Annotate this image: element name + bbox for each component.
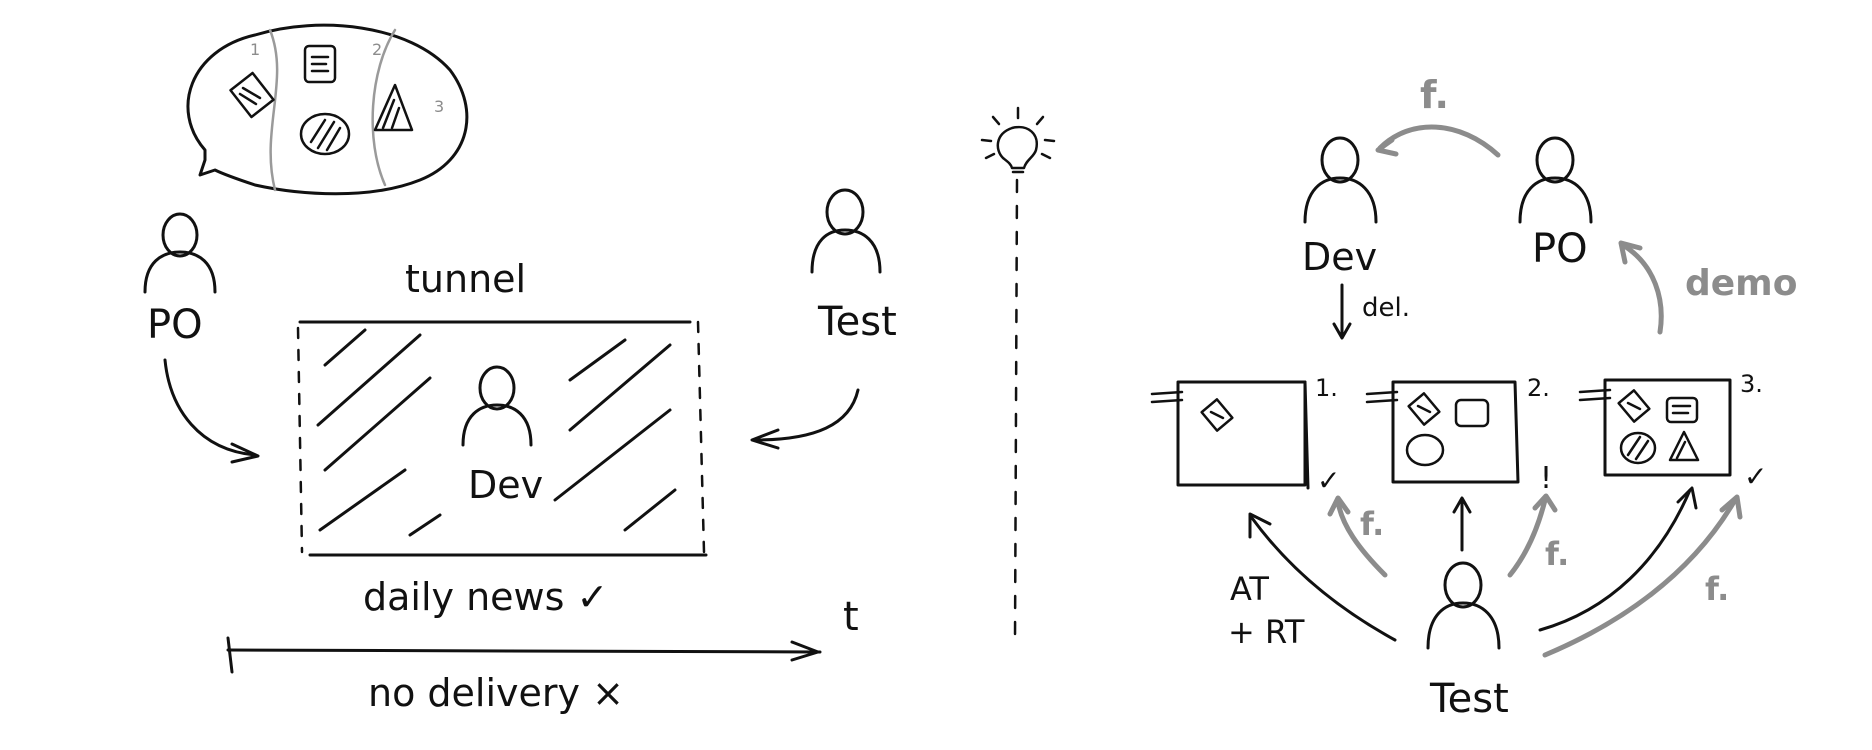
no-delivery-label: no delivery × — [368, 671, 624, 715]
bubble-hatched-circle-icon — [299, 112, 351, 156]
increment-3-document-icon — [1665, 396, 1699, 424]
top-feedback-label: f. — [1420, 73, 1449, 117]
increment-2-circle-icon — [1405, 433, 1445, 467]
test-to-tunnel-arrow — [750, 388, 860, 450]
bubble-divider-1 — [268, 28, 279, 192]
bubble-triangle-icon — [373, 83, 414, 132]
left-test-label: Test — [817, 299, 897, 345]
increment-2-document-icon — [1454, 398, 1490, 428]
bubble-divider-2 — [371, 28, 397, 187]
delivery-label: del. — [1362, 293, 1410, 323]
demo-arrow — [1618, 240, 1664, 335]
time-axis-arrow — [226, 636, 822, 674]
regression-test-label: + RT — [1228, 613, 1305, 651]
time-axis-label: t — [843, 594, 859, 640]
feedback-label-2: f. — [1545, 535, 1569, 573]
tunnel-dev-person-icon — [461, 365, 533, 447]
test-person-icon — [810, 188, 882, 274]
right-po-label: PO — [1532, 226, 1588, 272]
feedback-label-1: f. — [1360, 505, 1384, 543]
right-dev-person-icon — [1303, 136, 1378, 224]
test-to-increment-1-arrow — [1248, 512, 1397, 642]
speech-bubble: 1 2 3 — [186, 23, 469, 196]
right-po-person-icon — [1518, 136, 1593, 224]
bubble-number-3: 3 — [434, 97, 444, 116]
demo-label: demo — [1685, 263, 1797, 304]
increment-2-note-icon — [1407, 392, 1441, 426]
increment-box-1 — [1150, 380, 1310, 490]
increment-3-triangle-icon — [1668, 430, 1700, 462]
tunnel-label: tunnel — [405, 257, 526, 301]
feedback-arrow-3 — [1542, 494, 1743, 658]
increment-mark-1: ✓ — [1317, 464, 1340, 497]
increment-mark-2: ! — [1540, 461, 1552, 496]
feedback-arrow-2 — [1507, 493, 1558, 578]
increment-box-2 — [1365, 380, 1520, 484]
tunnel-dev-label: Dev — [468, 463, 543, 507]
daily-news-label: daily news ✓ — [363, 575, 608, 619]
tunnel-box — [296, 320, 708, 557]
feedback-label-3: f. — [1705, 570, 1729, 608]
acceptance-test-label: AT — [1230, 570, 1269, 608]
increment-1-note-icon — [1200, 398, 1234, 432]
lightbulb-icon — [980, 106, 1056, 174]
left-po-label: PO — [147, 302, 203, 348]
increment-number-2: 2. — [1527, 374, 1550, 402]
feedback-arrow-1 — [1327, 495, 1388, 578]
bubble-number-1: 1 — [250, 40, 260, 59]
increment-3-note-icon — [1617, 389, 1651, 423]
increment-number-3: 3. — [1740, 370, 1763, 398]
center-divider-dashed-line — [1013, 178, 1019, 642]
bubble-document-icon — [303, 44, 337, 84]
increment-box-3 — [1578, 378, 1732, 477]
po-to-dev-feedback-arrow — [1375, 124, 1501, 158]
delivery-arrow — [1332, 283, 1352, 340]
increment-mark-3: ✓ — [1744, 460, 1767, 493]
po-to-tunnel-arrow — [163, 358, 260, 464]
po-person-icon — [143, 212, 217, 294]
right-dev-label: Dev — [1302, 235, 1377, 279]
bubble-note-icon — [229, 71, 275, 119]
right-test-label: Test — [1429, 676, 1509, 722]
bubble-number-2: 2 — [372, 40, 382, 59]
increment-number-1: 1. — [1315, 374, 1338, 402]
right-test-person-icon — [1426, 561, 1501, 650]
test-to-increment-3-arrow — [1538, 486, 1698, 632]
increment-3-hatched-circle-icon — [1619, 431, 1657, 465]
test-to-increment-2-arrow — [1452, 496, 1472, 552]
